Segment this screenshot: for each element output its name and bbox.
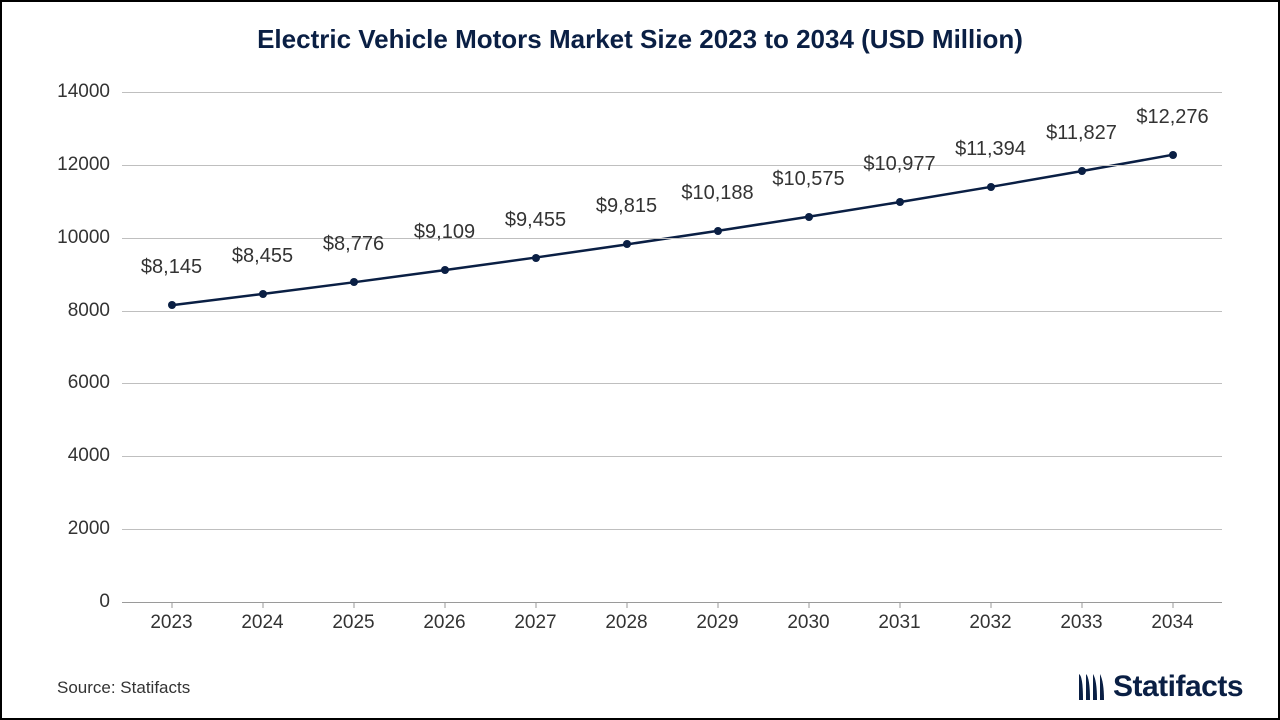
x-tick-mark <box>808 602 809 608</box>
line-series-svg <box>122 92 1222 602</box>
data-label: $11,827 <box>1046 122 1117 145</box>
data-point <box>1078 167 1086 175</box>
brand-text: Statifacts <box>1113 670 1243 704</box>
x-tick-label: 2027 <box>514 612 556 634</box>
data-label: $10,188 <box>681 182 753 205</box>
data-point <box>168 301 176 309</box>
data-point <box>623 240 631 248</box>
data-label: $12,276 <box>1136 106 1208 129</box>
x-tick-label: 2023 <box>150 612 192 634</box>
x-tick-label: 2026 <box>423 612 465 634</box>
data-label: $8,455 <box>232 245 293 268</box>
plot-area: 0200040006000800010000120001400020232024… <box>122 92 1222 602</box>
data-label: $9,455 <box>505 209 566 232</box>
x-tick-label: 2031 <box>878 612 920 634</box>
x-tick-label: 2032 <box>969 612 1011 634</box>
x-tick-mark <box>353 602 354 608</box>
y-tick-label: 10000 <box>30 227 110 249</box>
x-tick-mark <box>262 602 263 608</box>
y-tick-label: 14000 <box>30 81 110 103</box>
chart-frame: Electric Vehicle Motors Market Size 2023… <box>0 0 1280 720</box>
data-label: $9,815 <box>596 195 657 218</box>
data-point <box>350 278 358 286</box>
data-label: $9,109 <box>414 221 475 244</box>
x-tick-label: 2029 <box>696 612 738 634</box>
x-tick-mark <box>990 602 991 608</box>
x-tick-label: 2030 <box>787 612 829 634</box>
x-tick-label: 2025 <box>332 612 374 634</box>
data-label: $11,394 <box>955 138 1026 161</box>
x-tick-mark <box>717 602 718 608</box>
brand-logo: Statifacts <box>1077 670 1243 704</box>
brand-stripes-icon <box>1077 672 1107 702</box>
x-tick-mark <box>1172 602 1173 608</box>
data-point <box>896 198 904 206</box>
gridline <box>122 456 1222 457</box>
series-line <box>172 155 1173 305</box>
y-tick-label: 2000 <box>30 518 110 540</box>
x-tick-label: 2034 <box>1151 612 1193 634</box>
y-tick-label: 8000 <box>30 300 110 322</box>
gridline <box>122 238 1222 239</box>
x-tick-label: 2028 <box>605 612 647 634</box>
y-tick-label: 6000 <box>30 372 110 394</box>
data-point <box>987 183 995 191</box>
x-tick-label: 2033 <box>1060 612 1102 634</box>
x-tick-label: 2024 <box>241 612 283 634</box>
data-point <box>532 254 540 262</box>
y-tick-label: 4000 <box>30 445 110 467</box>
x-axis-line <box>122 602 1222 603</box>
x-tick-mark <box>171 602 172 608</box>
gridline <box>122 92 1222 93</box>
y-tick-label: 0 <box>30 591 110 613</box>
data-label: $10,977 <box>863 153 935 176</box>
source-attribution: Source: Statifacts <box>57 678 190 698</box>
x-tick-mark <box>626 602 627 608</box>
data-point <box>1169 151 1177 159</box>
gridline <box>122 165 1222 166</box>
data-label: $8,776 <box>323 233 384 256</box>
x-tick-mark <box>899 602 900 608</box>
gridline <box>122 529 1222 530</box>
x-tick-mark <box>1081 602 1082 608</box>
x-tick-mark <box>535 602 536 608</box>
chart-title: Electric Vehicle Motors Market Size 2023… <box>2 24 1278 55</box>
data-point <box>259 290 267 298</box>
data-point <box>714 227 722 235</box>
gridline <box>122 311 1222 312</box>
data-point <box>805 213 813 221</box>
gridline <box>122 383 1222 384</box>
x-tick-mark <box>444 602 445 608</box>
y-tick-label: 12000 <box>30 154 110 176</box>
data-label: $10,575 <box>772 168 844 191</box>
data-label: $8,145 <box>141 256 202 279</box>
data-point <box>441 266 449 274</box>
